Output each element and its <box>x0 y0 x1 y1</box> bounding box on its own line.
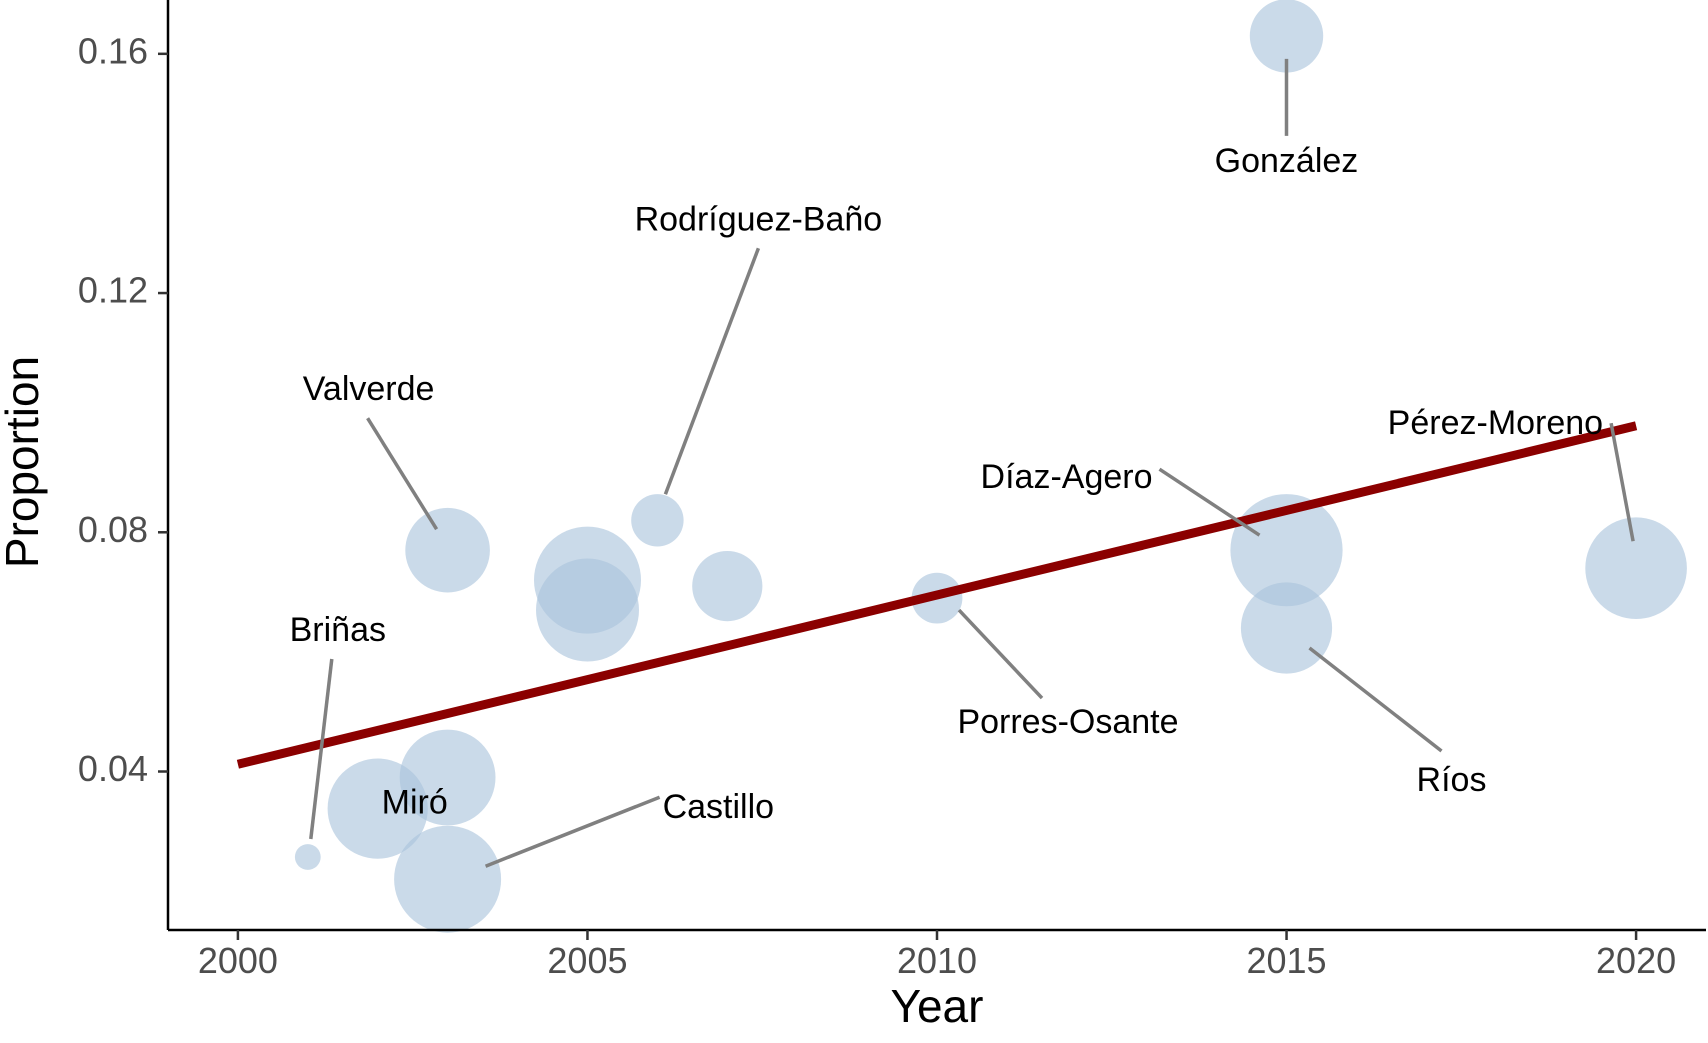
bubble-valverde <box>405 507 490 593</box>
point-label-castillo: Castillo <box>663 788 774 826</box>
bubble-point-7 <box>536 558 639 662</box>
y-tick-label: 0.12 <box>78 270 148 311</box>
y-tick-label: 0.08 <box>78 509 148 550</box>
x-tick-label: 2000 <box>198 940 278 981</box>
leader-line-valverde <box>366 417 439 531</box>
bubble-brinas <box>294 844 321 870</box>
bubble-rodriguez-bano <box>631 494 684 547</box>
x-tick-label: 2020 <box>1596 940 1676 981</box>
x-axis-title: Year <box>891 980 984 1032</box>
bubble-point-3 <box>399 729 496 826</box>
point-label-porres-osante: Porres-Osante <box>957 703 1178 741</box>
leader-line-rodriguez-bano <box>663 247 761 495</box>
y-tick-label: 0.04 <box>78 748 148 789</box>
point-label-gonzalez: González <box>1215 142 1359 180</box>
trend-layer <box>236 421 1638 769</box>
point-label-layer: Briñas Miró Castillo Valverde Rodríguez-Baño… <box>290 142 1603 826</box>
bubble-perez-moreno <box>1585 517 1687 619</box>
leader-line-perez-moreno <box>1609 422 1635 542</box>
leader-line-brinas <box>309 658 334 840</box>
bubble-point-9 <box>692 551 763 622</box>
point-label-brinas: Briñas <box>290 611 386 649</box>
point-label-rios: Ríos <box>1417 761 1487 799</box>
y-tick-label: 0.16 <box>78 30 148 71</box>
point-label-diaz-agero: Díaz-Agero <box>981 458 1153 496</box>
leader-line-layer <box>309 58 1635 868</box>
point-label-rodriguez-bano: Rodríguez-Baño <box>635 200 883 238</box>
point-label-valverde: Valverde <box>303 370 435 408</box>
bubble-layer <box>294 0 1687 933</box>
x-tick-label: 2015 <box>1246 940 1326 981</box>
bubble-castillo <box>394 825 502 933</box>
bubble-rios <box>1240 582 1333 674</box>
point-label-miro: Miró <box>382 784 448 822</box>
x-tick-label: 2005 <box>547 940 627 981</box>
trend-line <box>236 421 1638 769</box>
x-tick-label: 2010 <box>897 940 977 981</box>
point-label-perez-moreno: Pérez-Moreno <box>1388 404 1603 442</box>
ticks: 2000 2005 2010 2015 2020 0.04 0.08 0.12 0.16 <box>78 30 1676 981</box>
leader-line-castillo <box>484 795 661 868</box>
leader-line-rios <box>1308 646 1443 753</box>
leader-line-porres-osante <box>957 608 1044 700</box>
bubble-gonzalez <box>1249 0 1324 73</box>
y-axis-title: Proportion <box>0 356 48 568</box>
bubble-diaz-agero <box>1230 494 1343 607</box>
leader-line-diaz-agero <box>1158 467 1261 537</box>
